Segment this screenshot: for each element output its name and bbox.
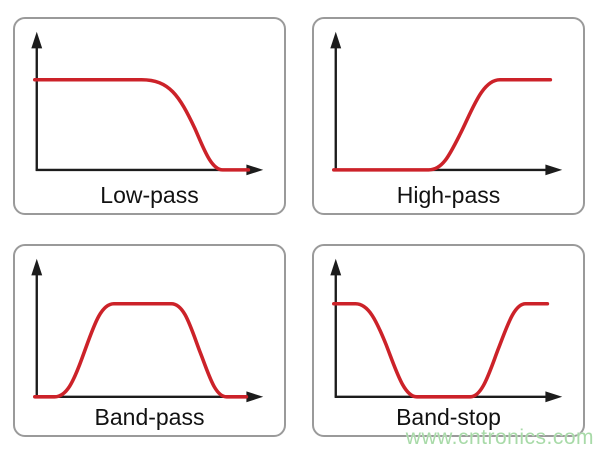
panel-label: Low-pass (100, 181, 199, 208)
y-axis-arrowhead-icon (31, 31, 43, 49)
panel-band-stop: Band-stop (312, 244, 585, 437)
y-axis-arrowhead-icon (330, 258, 342, 276)
panel-label: Band-stop (396, 403, 501, 430)
panel-high-pass: High-pass (312, 17, 585, 215)
response-curve (32, 77, 251, 172)
panel-low-pass: Low-pass (13, 17, 286, 215)
band-pass-plot (31, 258, 264, 403)
response-curve (331, 302, 550, 399)
band-stop-plot (330, 258, 563, 403)
response-curve (331, 77, 553, 172)
y-axis-arrowhead-icon (31, 258, 43, 276)
panel-label: High-pass (396, 181, 501, 208)
x-axis-arrowhead-icon (545, 391, 563, 403)
x-axis-arrowhead-icon (545, 164, 563, 176)
x-axis-arrowhead-icon (246, 164, 264, 176)
panel-band-pass: Band-pass (13, 244, 286, 437)
x-axis-arrowhead-icon (246, 391, 264, 403)
y-axis-arrowhead-icon (330, 31, 342, 49)
low-pass-plot (31, 31, 264, 176)
response-curve (32, 302, 249, 399)
watermark-text: www.cntronics.com (405, 426, 594, 449)
high-pass-plot (330, 31, 563, 176)
panel-label: Band-pass (94, 403, 205, 430)
